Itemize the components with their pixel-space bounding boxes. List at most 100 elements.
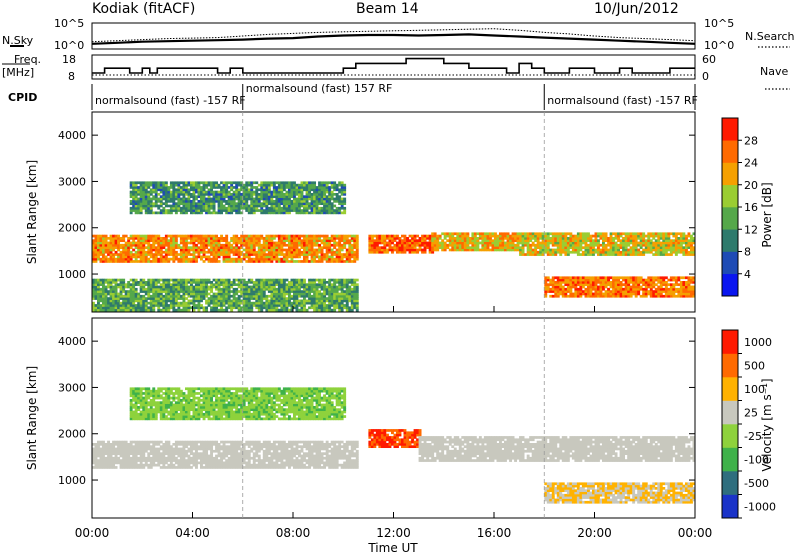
- heatmap-cell: [177, 200, 181, 203]
- heatmap-cell: [619, 232, 623, 236]
- heatmap-cell: [654, 276, 658, 280]
- heatmap-cell: [531, 241, 535, 245]
- heatmap-cell: [277, 301, 281, 305]
- heatmap-cell: [114, 237, 118, 240]
- heatmap-cell: [267, 209, 271, 212]
- heatmap-cell: [205, 211, 209, 215]
- heatmap-cell: [195, 304, 198, 307]
- heatmap-cell: [391, 241, 394, 245]
- heatmap-cell: [383, 241, 387, 245]
- heatmap-cell: [295, 186, 299, 189]
- heatmap-cell: [190, 248, 193, 252]
- heatmap-cell: [662, 294, 666, 298]
- heatmap-cell: [187, 278, 191, 282]
- heatmap-cell: [602, 285, 605, 289]
- heatmap-cell: [604, 285, 608, 289]
- heatmap-cell: [594, 250, 598, 254]
- heatmap-cell: [315, 248, 319, 252]
- heatmap-cell: [509, 248, 513, 252]
- heatmap-cell: [556, 248, 560, 252]
- heatmap-cell: [272, 308, 276, 312]
- heatmap-cell: [607, 290, 611, 293]
- heatmap-cell: [607, 294, 611, 298]
- heatmap-cell: [169, 183, 173, 187]
- heatmap-cell: [348, 257, 352, 261]
- heatmap-cell: [240, 281, 244, 284]
- heatmap-cell: [315, 287, 319, 291]
- heatmap-cell: [328, 209, 332, 212]
- heatmap-cell: [282, 278, 286, 282]
- heatmap-cell: [167, 290, 171, 293]
- heatmap-cell: [250, 250, 254, 254]
- heatmap-cell: [298, 183, 301, 187]
- heatmap-cell: [240, 250, 244, 254]
- heatmap-cell: [581, 281, 585, 284]
- heatmap-cell: [187, 200, 191, 203]
- heatmap-cell: [210, 186, 214, 189]
- heatmap-cell: [328, 304, 332, 307]
- heatmap-cell: [205, 181, 209, 185]
- heatmap-cell: [247, 299, 251, 303]
- heatmap-cell: [664, 287, 668, 291]
- heatmap-cell: [277, 304, 281, 307]
- heatmap-cell: [247, 278, 251, 282]
- heatmap-cell: [250, 297, 254, 300]
- heatmap-cell: [288, 188, 291, 192]
- heatmap-cell: [370, 237, 374, 240]
- heatmap-cell: [197, 292, 201, 296]
- heatmap-cell: [328, 241, 332, 245]
- heatmap-cell: [109, 237, 113, 240]
- heatmap-cell: [531, 248, 535, 252]
- heatmap-cell: [200, 304, 203, 307]
- heatmap-cell: [315, 243, 319, 247]
- heatmap-cell: [617, 285, 621, 289]
- heatmap-cell: [182, 195, 186, 199]
- heatmap-cell: [634, 243, 638, 247]
- heatmap-cell: [260, 297, 264, 300]
- heatmap-cell: [669, 241, 673, 245]
- heatmap-cell: [692, 287, 696, 291]
- heatmap-cell: [619, 276, 623, 280]
- heatmap-cell: [288, 248, 291, 252]
- heatmap-cell: [333, 301, 337, 305]
- heatmap-cell: [330, 292, 334, 296]
- heatmap-cell: [466, 239, 470, 243]
- heatmap-cell: [172, 248, 176, 252]
- heatmap-cell: [179, 197, 183, 201]
- heatmap-cell: [210, 183, 214, 187]
- heatmap-cell: [250, 285, 254, 289]
- heatmap-cell: [282, 188, 286, 192]
- heatmap-cell: [270, 257, 274, 261]
- heatmap-cell: [451, 246, 455, 250]
- heatmap-cell: [202, 188, 206, 192]
- heatmap-cell: [534, 237, 538, 240]
- heatmap-cell: [164, 204, 168, 208]
- heatmap-cell: [303, 188, 306, 192]
- heatmap-cell: [524, 253, 528, 256]
- heatmap-cell: [255, 200, 259, 203]
- heatmap-cell: [179, 283, 183, 287]
- heatmap-cell: [212, 283, 216, 287]
- heatmap-cell: [690, 278, 693, 282]
- heatmap-cell: [413, 234, 417, 238]
- heatmap-cell: [157, 281, 161, 284]
- heatmap-cell: [220, 234, 224, 238]
- heatmap-cell: [250, 290, 254, 293]
- heatmap-cell: [310, 304, 314, 307]
- heatmap-cell: [149, 188, 153, 192]
- heatmap-cell: [137, 197, 141, 201]
- heatmap-cell: [250, 292, 254, 296]
- heatmap-cell: [109, 278, 113, 282]
- heatmap-cell: [132, 308, 136, 312]
- heatmap-cell: [529, 237, 533, 240]
- heatmap-cell: [147, 250, 151, 254]
- heatmap-cell: [200, 239, 203, 243]
- heatmap-cell: [192, 188, 196, 192]
- heatmap-cell: [320, 281, 324, 284]
- heatmap-cell: [192, 297, 196, 300]
- heatmap-cell: [526, 253, 530, 256]
- heatmap-cell: [197, 211, 201, 215]
- heatmap-cell: [99, 237, 103, 240]
- heatmap-cell: [581, 283, 585, 287]
- heatmap-cell: [132, 297, 136, 300]
